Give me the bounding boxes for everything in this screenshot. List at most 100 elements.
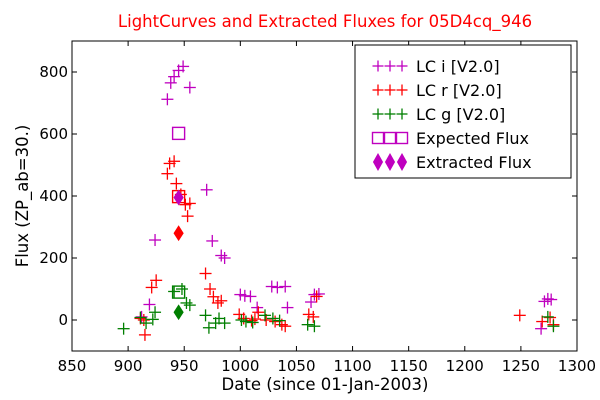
x-axis-label: Date (since 01-Jan-2003) (222, 375, 429, 394)
data-point (307, 310, 320, 323)
data-point (161, 93, 174, 106)
legend-label: LC r [V2.0] (416, 81, 502, 100)
data-point (308, 320, 321, 333)
legend-square-icon (371, 131, 385, 145)
legend-square-icon (395, 131, 409, 145)
data-point (170, 177, 183, 190)
data-point (215, 294, 228, 307)
x-tick-label: 850 (58, 357, 87, 375)
data-point (161, 167, 174, 180)
y-tick-label: 800 (39, 63, 68, 81)
data-point (266, 312, 279, 325)
legend-diamond-icon (372, 152, 384, 172)
legend: LC i [V2.0] LC r [V2.0] LC g [V2.0] Expecte… (354, 44, 572, 179)
legend-diamond-icon (396, 152, 408, 172)
data-point (312, 287, 325, 300)
data-point (244, 290, 257, 303)
x-tick-label: 1300 (558, 357, 596, 375)
data-point (545, 293, 558, 306)
data-point (168, 155, 181, 168)
data-point (175, 283, 188, 295)
legend-plus-icon (396, 60, 408, 72)
x-tick-label: 1100 (333, 357, 371, 375)
data-point (204, 283, 217, 295)
legend-label: Expected Flux (416, 129, 529, 148)
y-tick-label: 200 (39, 249, 68, 267)
legend-plus-icon (384, 84, 396, 96)
series-extracted-flux (173, 189, 184, 321)
legend-item: Extracted Flux (372, 152, 532, 172)
x-tick-label: 1000 (221, 357, 259, 375)
y-tick-label: 600 (39, 125, 68, 143)
expected-flux-marker (171, 126, 186, 141)
data-point (183, 81, 196, 94)
data-point (199, 309, 212, 322)
data-point (206, 234, 219, 247)
legend-plus-icon (372, 84, 384, 96)
data-point (513, 309, 526, 322)
data-point (150, 274, 163, 287)
axes-ticks: 850 900 950 1000 1050 1100 1150 1200 1250 1300 0 20… (39, 41, 596, 375)
data-point (149, 306, 162, 319)
x-tick-label: 950 (170, 357, 199, 375)
x-tick-label: 1150 (390, 357, 428, 375)
data-point (149, 234, 162, 247)
data-point (301, 318, 314, 331)
data-point (145, 281, 158, 294)
data-point (146, 313, 159, 326)
data-point (199, 267, 212, 280)
data-point (259, 309, 272, 322)
data-point (181, 210, 194, 223)
legend-plus-icon (372, 60, 384, 72)
data-point (541, 310, 554, 323)
x-tick-label: 1200 (446, 357, 484, 375)
y-tick-label: 400 (39, 187, 68, 205)
series-lc-r (134, 155, 560, 341)
data-point (246, 316, 259, 329)
data-point (281, 301, 294, 314)
data-point (202, 321, 215, 334)
legend-item: Expected Flux (371, 129, 529, 148)
x-tick-label: 900 (114, 357, 143, 375)
data-point (218, 252, 231, 264)
legend-square-icon (383, 131, 397, 145)
data-point (273, 314, 286, 327)
data-point (310, 290, 323, 303)
legend-plus-icon (372, 108, 384, 120)
data-point (547, 320, 560, 333)
data-point (239, 315, 252, 328)
legend-label: LC i [V2.0] (416, 57, 500, 76)
legend-plus-icon (384, 60, 396, 72)
data-point (143, 298, 156, 311)
data-point (271, 281, 284, 294)
series-lc-i (135, 60, 558, 335)
data-point (200, 183, 213, 196)
chart-title: LightCurves and Extracted Fluxes for 05D… (118, 12, 532, 32)
extracted-flux-marker (173, 304, 184, 321)
data-point (177, 60, 190, 73)
data-point (168, 70, 181, 83)
data-point (218, 317, 231, 330)
data-point (265, 280, 278, 293)
data-point (168, 285, 181, 298)
data-point (207, 290, 220, 303)
data-point (279, 280, 292, 293)
y-axis-label: Flux (ZP_ab=30.) (13, 125, 33, 268)
data-point (138, 328, 151, 341)
data-point (252, 306, 265, 319)
legend-label: LC g [V2.0] (416, 105, 505, 124)
x-tick-label: 1250 (502, 357, 540, 375)
data-point (140, 317, 153, 330)
expected-flux-marker (171, 285, 186, 299)
data-point (305, 296, 318, 309)
data-point (237, 312, 250, 325)
data-point (117, 322, 130, 335)
legend-item: LC g [V2.0] (372, 105, 505, 124)
legend-plus-icon (396, 108, 408, 120)
legend-item: LC i [V2.0] (372, 57, 500, 76)
data-point (535, 322, 548, 335)
x-tick-label: 1050 (277, 357, 315, 375)
data-marks (117, 60, 560, 341)
data-point (134, 311, 147, 324)
